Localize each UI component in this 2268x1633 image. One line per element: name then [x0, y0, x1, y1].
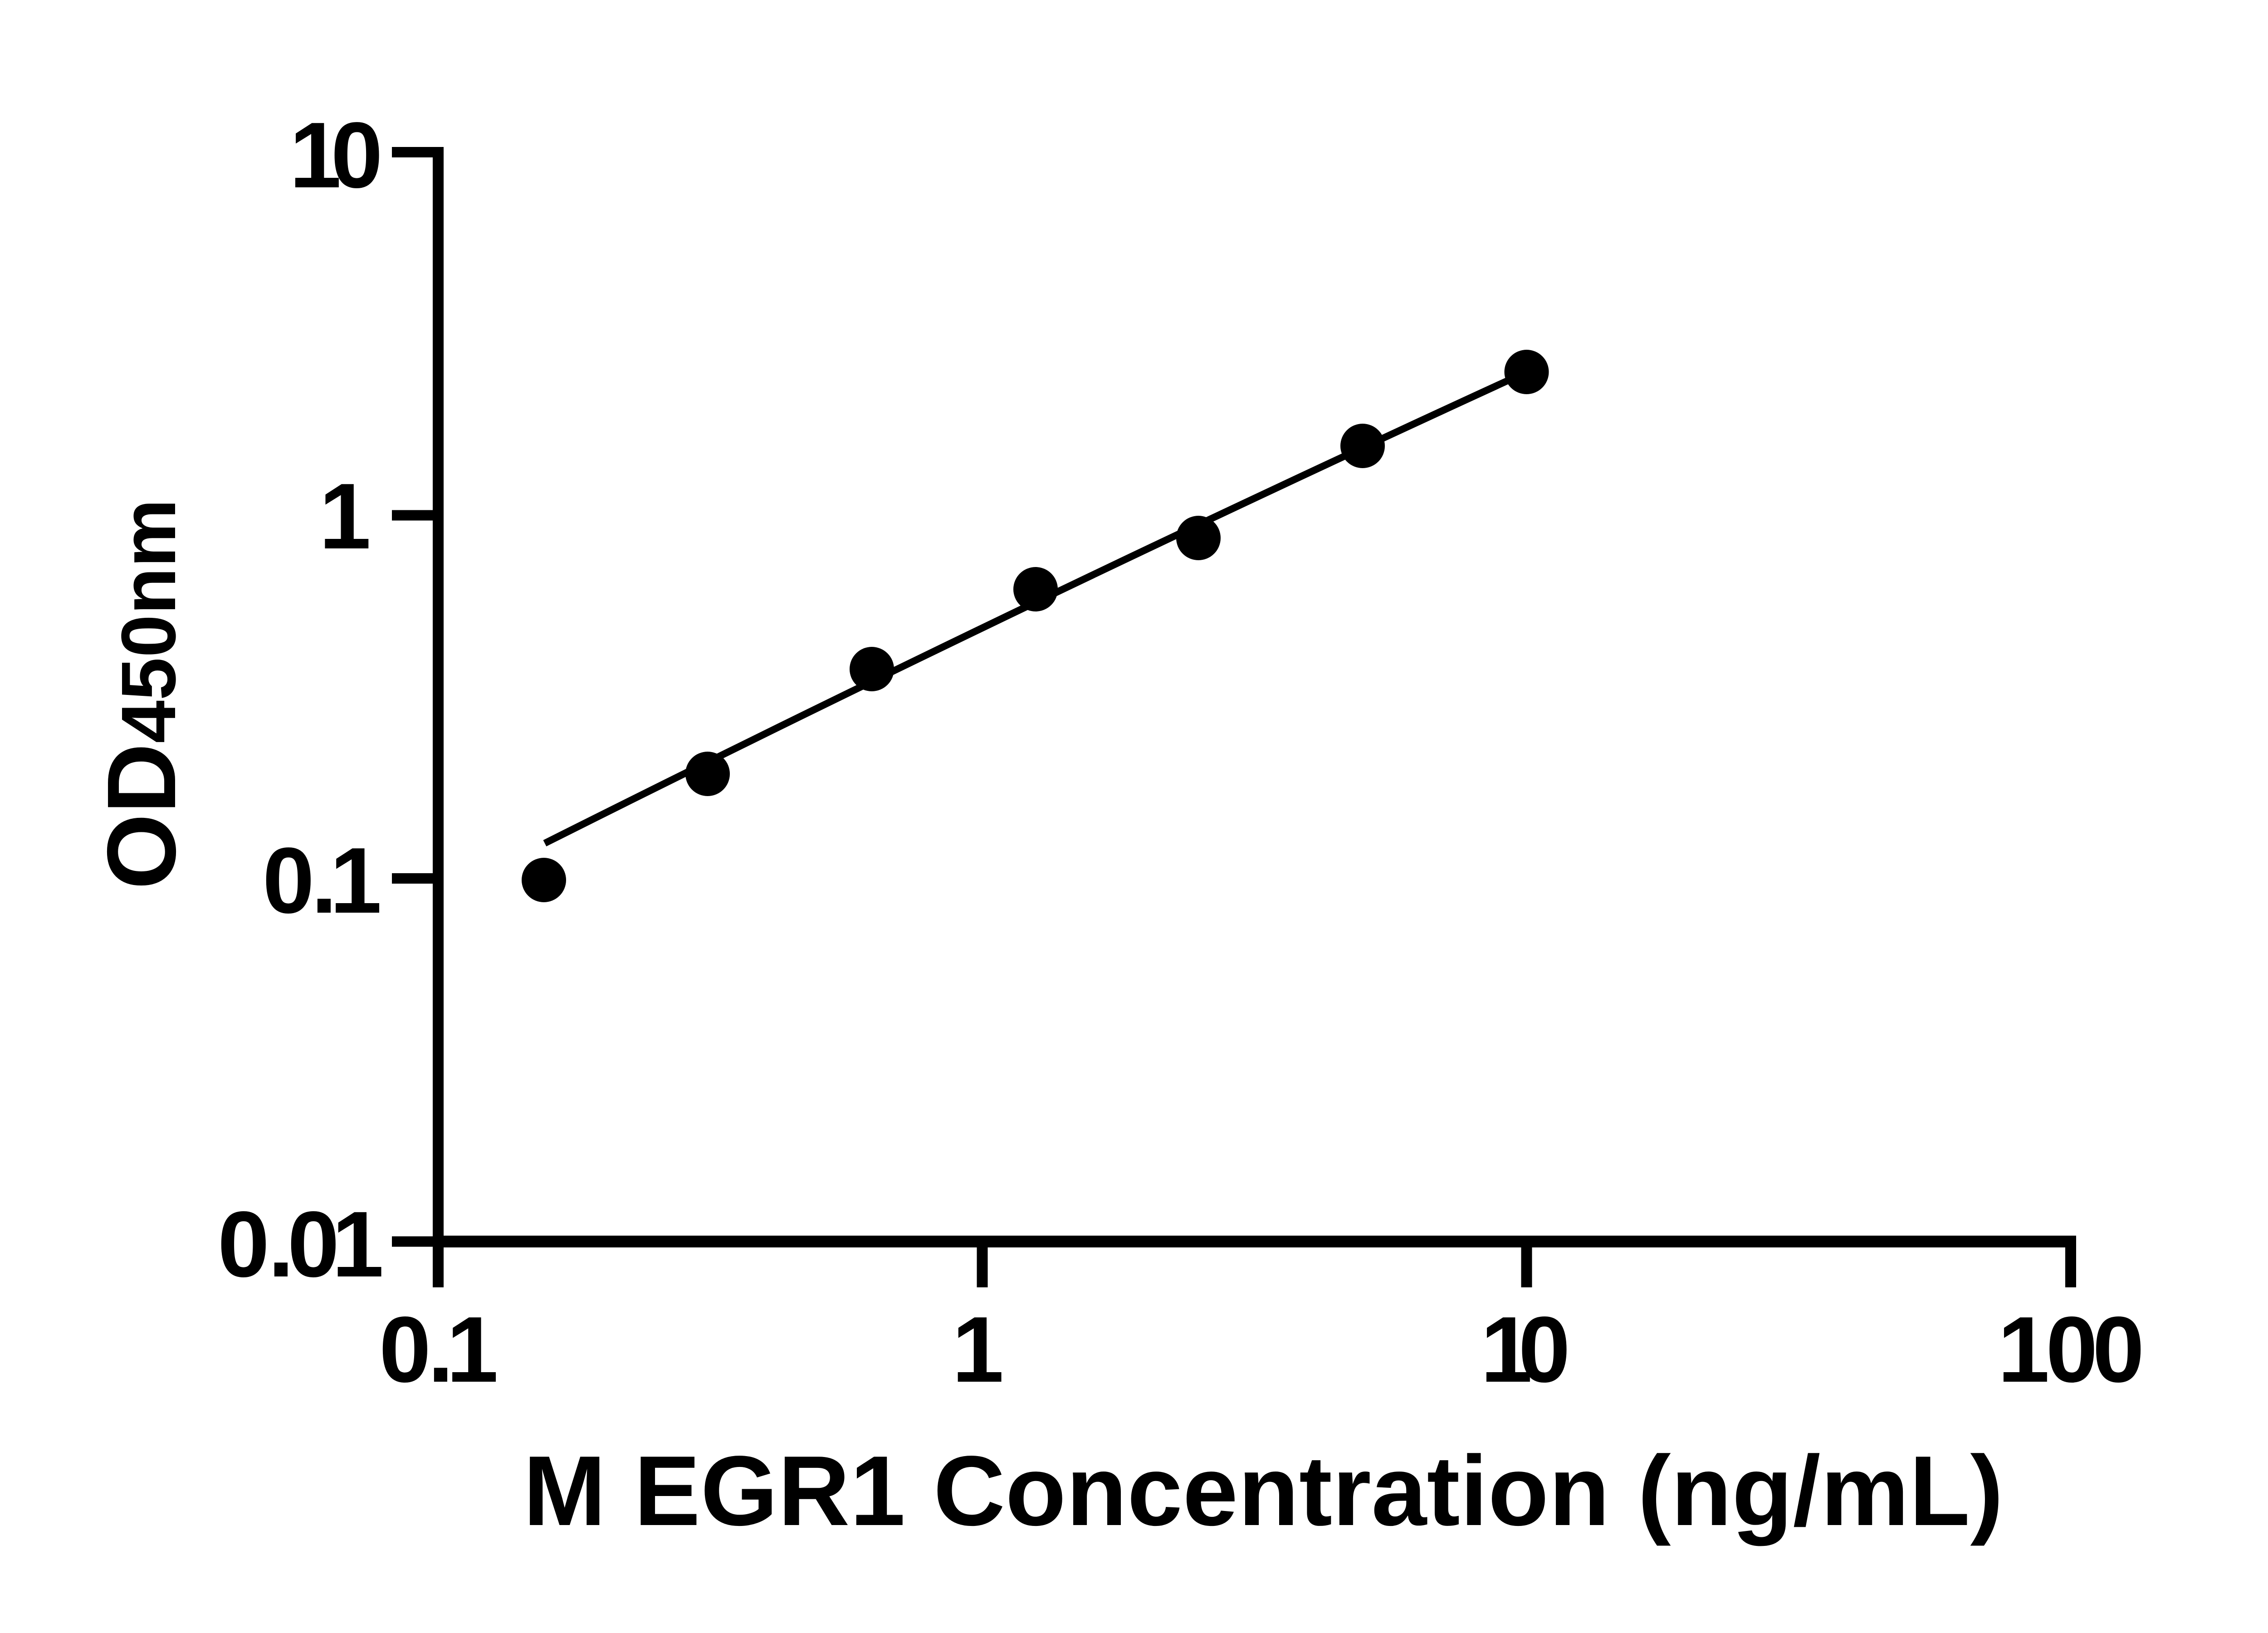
svg-text:10: 10 [1481, 1297, 1570, 1402]
svg-text:0.1: 0.1 [263, 828, 382, 933]
svg-text:0.1: 0.1 [379, 1297, 499, 1402]
svg-text:0.01: 0.01 [218, 1192, 384, 1296]
svg-text:100: 100 [1998, 1297, 2145, 1402]
svg-text:1: 1 [952, 1297, 1004, 1402]
svg-text:1: 1 [319, 464, 371, 568]
svg-text:OD450nm: OD450nm [87, 499, 196, 890]
svg-text:M EGR1 Concentration (ng/mL): M EGR1 Concentration (ng/mL) [523, 1436, 2004, 1546]
svg-text:10: 10 [289, 103, 383, 207]
